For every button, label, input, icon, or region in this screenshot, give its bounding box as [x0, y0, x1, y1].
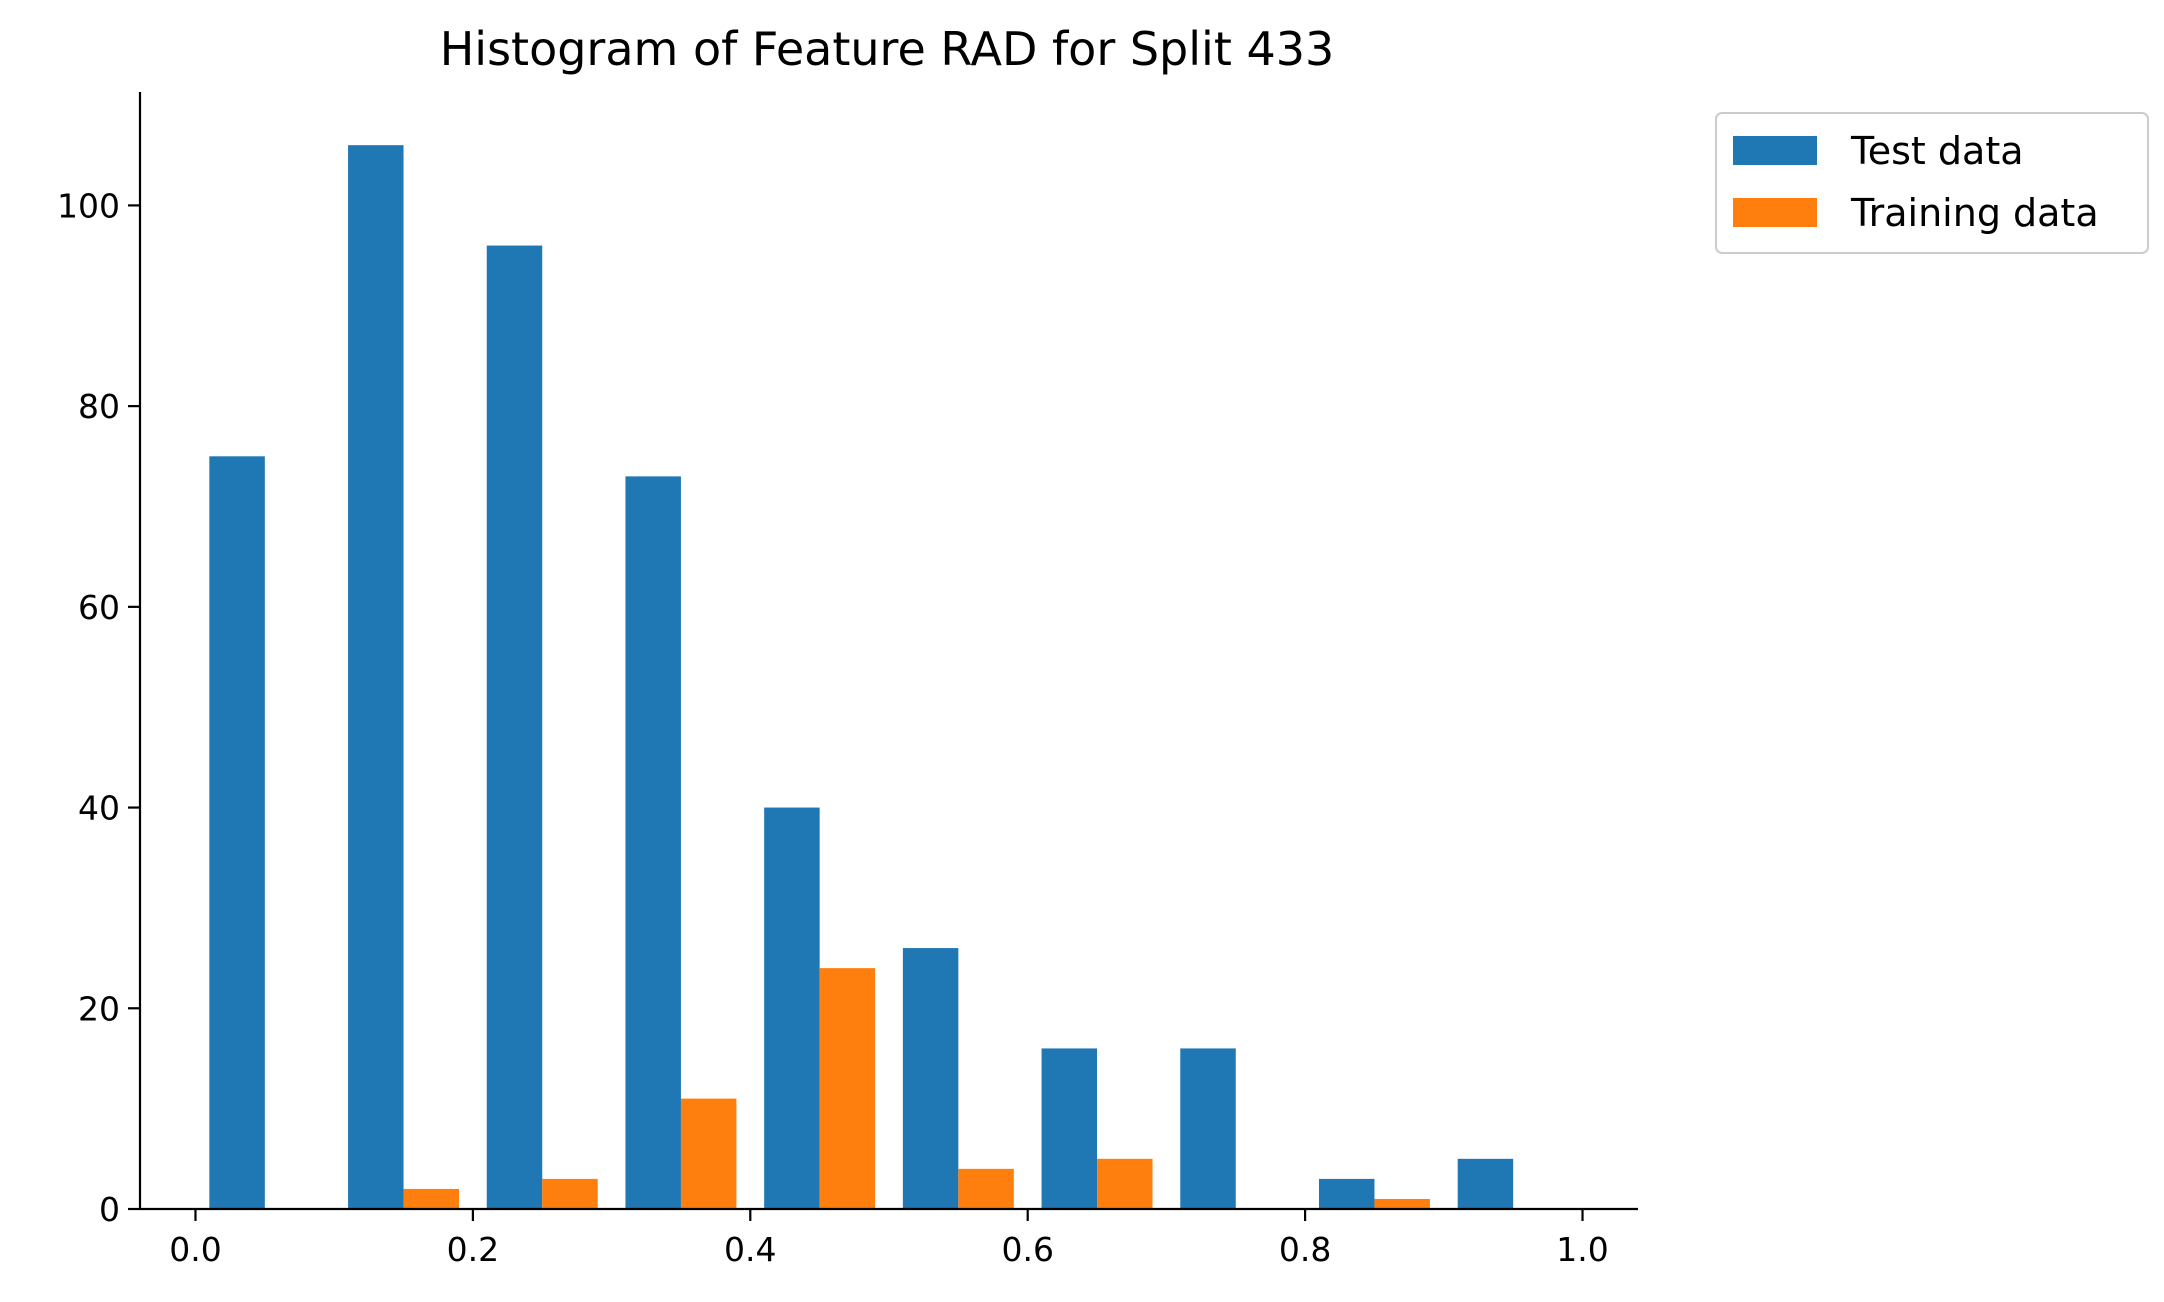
- legend-label-test: Test data: [1850, 129, 2024, 173]
- bar-test-bin-6: [1041, 1048, 1098, 1209]
- x-tick-label: 0.2: [447, 1230, 499, 1269]
- y-tick-label: 80: [78, 387, 120, 426]
- bar-training-bin-5: [958, 1168, 1014, 1209]
- bar-test-bin-3: [625, 476, 681, 1209]
- bar-test-bin-7: [1180, 1048, 1236, 1209]
- axes-layer: 0.0 0.2 0.4 0.6 0.8 1.0 0 20 40 60 80 100: [57, 92, 1638, 1269]
- legend-swatch-training: [1733, 198, 1817, 227]
- bar-training-bin-4: [819, 968, 876, 1209]
- bar-test-bin-8: [1318, 1178, 1375, 1209]
- x-tick-label: 0.4: [724, 1230, 776, 1269]
- bar-training-bin-1: [403, 1188, 460, 1209]
- bar-test-bin-0: [209, 456, 265, 1209]
- x-tick-label: 0.6: [1001, 1230, 1053, 1269]
- bar-test-bin-5: [902, 948, 959, 1209]
- bar-training-bin-8: [1374, 1198, 1430, 1209]
- y-tick-label: 100: [57, 186, 120, 225]
- y-tick-label: 0: [99, 1190, 120, 1229]
- y-tick-label: 60: [78, 588, 120, 627]
- bar-test-bin-4: [764, 807, 820, 1209]
- x-tick-label: 0.0: [169, 1230, 221, 1269]
- y-tick-label: 20: [78, 989, 120, 1028]
- x-tick-label: 1.0: [1556, 1230, 1608, 1269]
- legend-swatch-test: [1733, 136, 1817, 165]
- bars-layer: [209, 145, 1514, 1210]
- legend-box: [1715, 112, 2149, 254]
- bar-test-bin-1: [348, 145, 404, 1210]
- bar-training-bin-6: [1097, 1158, 1153, 1209]
- legend-label-training: Training data: [1850, 191, 2099, 235]
- y-tick-label: 40: [78, 789, 120, 828]
- chart-title: Histogram of Feature RAD for Split 433: [440, 22, 1335, 76]
- bar-training-bin-3: [680, 1098, 737, 1209]
- x-tick-label: 0.8: [1279, 1230, 1331, 1269]
- legend: Test data Training data: [1715, 112, 2149, 254]
- bar-test-bin-2: [486, 245, 543, 1210]
- bar-test-bin-9: [1457, 1158, 1514, 1209]
- bar-training-bin-2: [542, 1178, 598, 1209]
